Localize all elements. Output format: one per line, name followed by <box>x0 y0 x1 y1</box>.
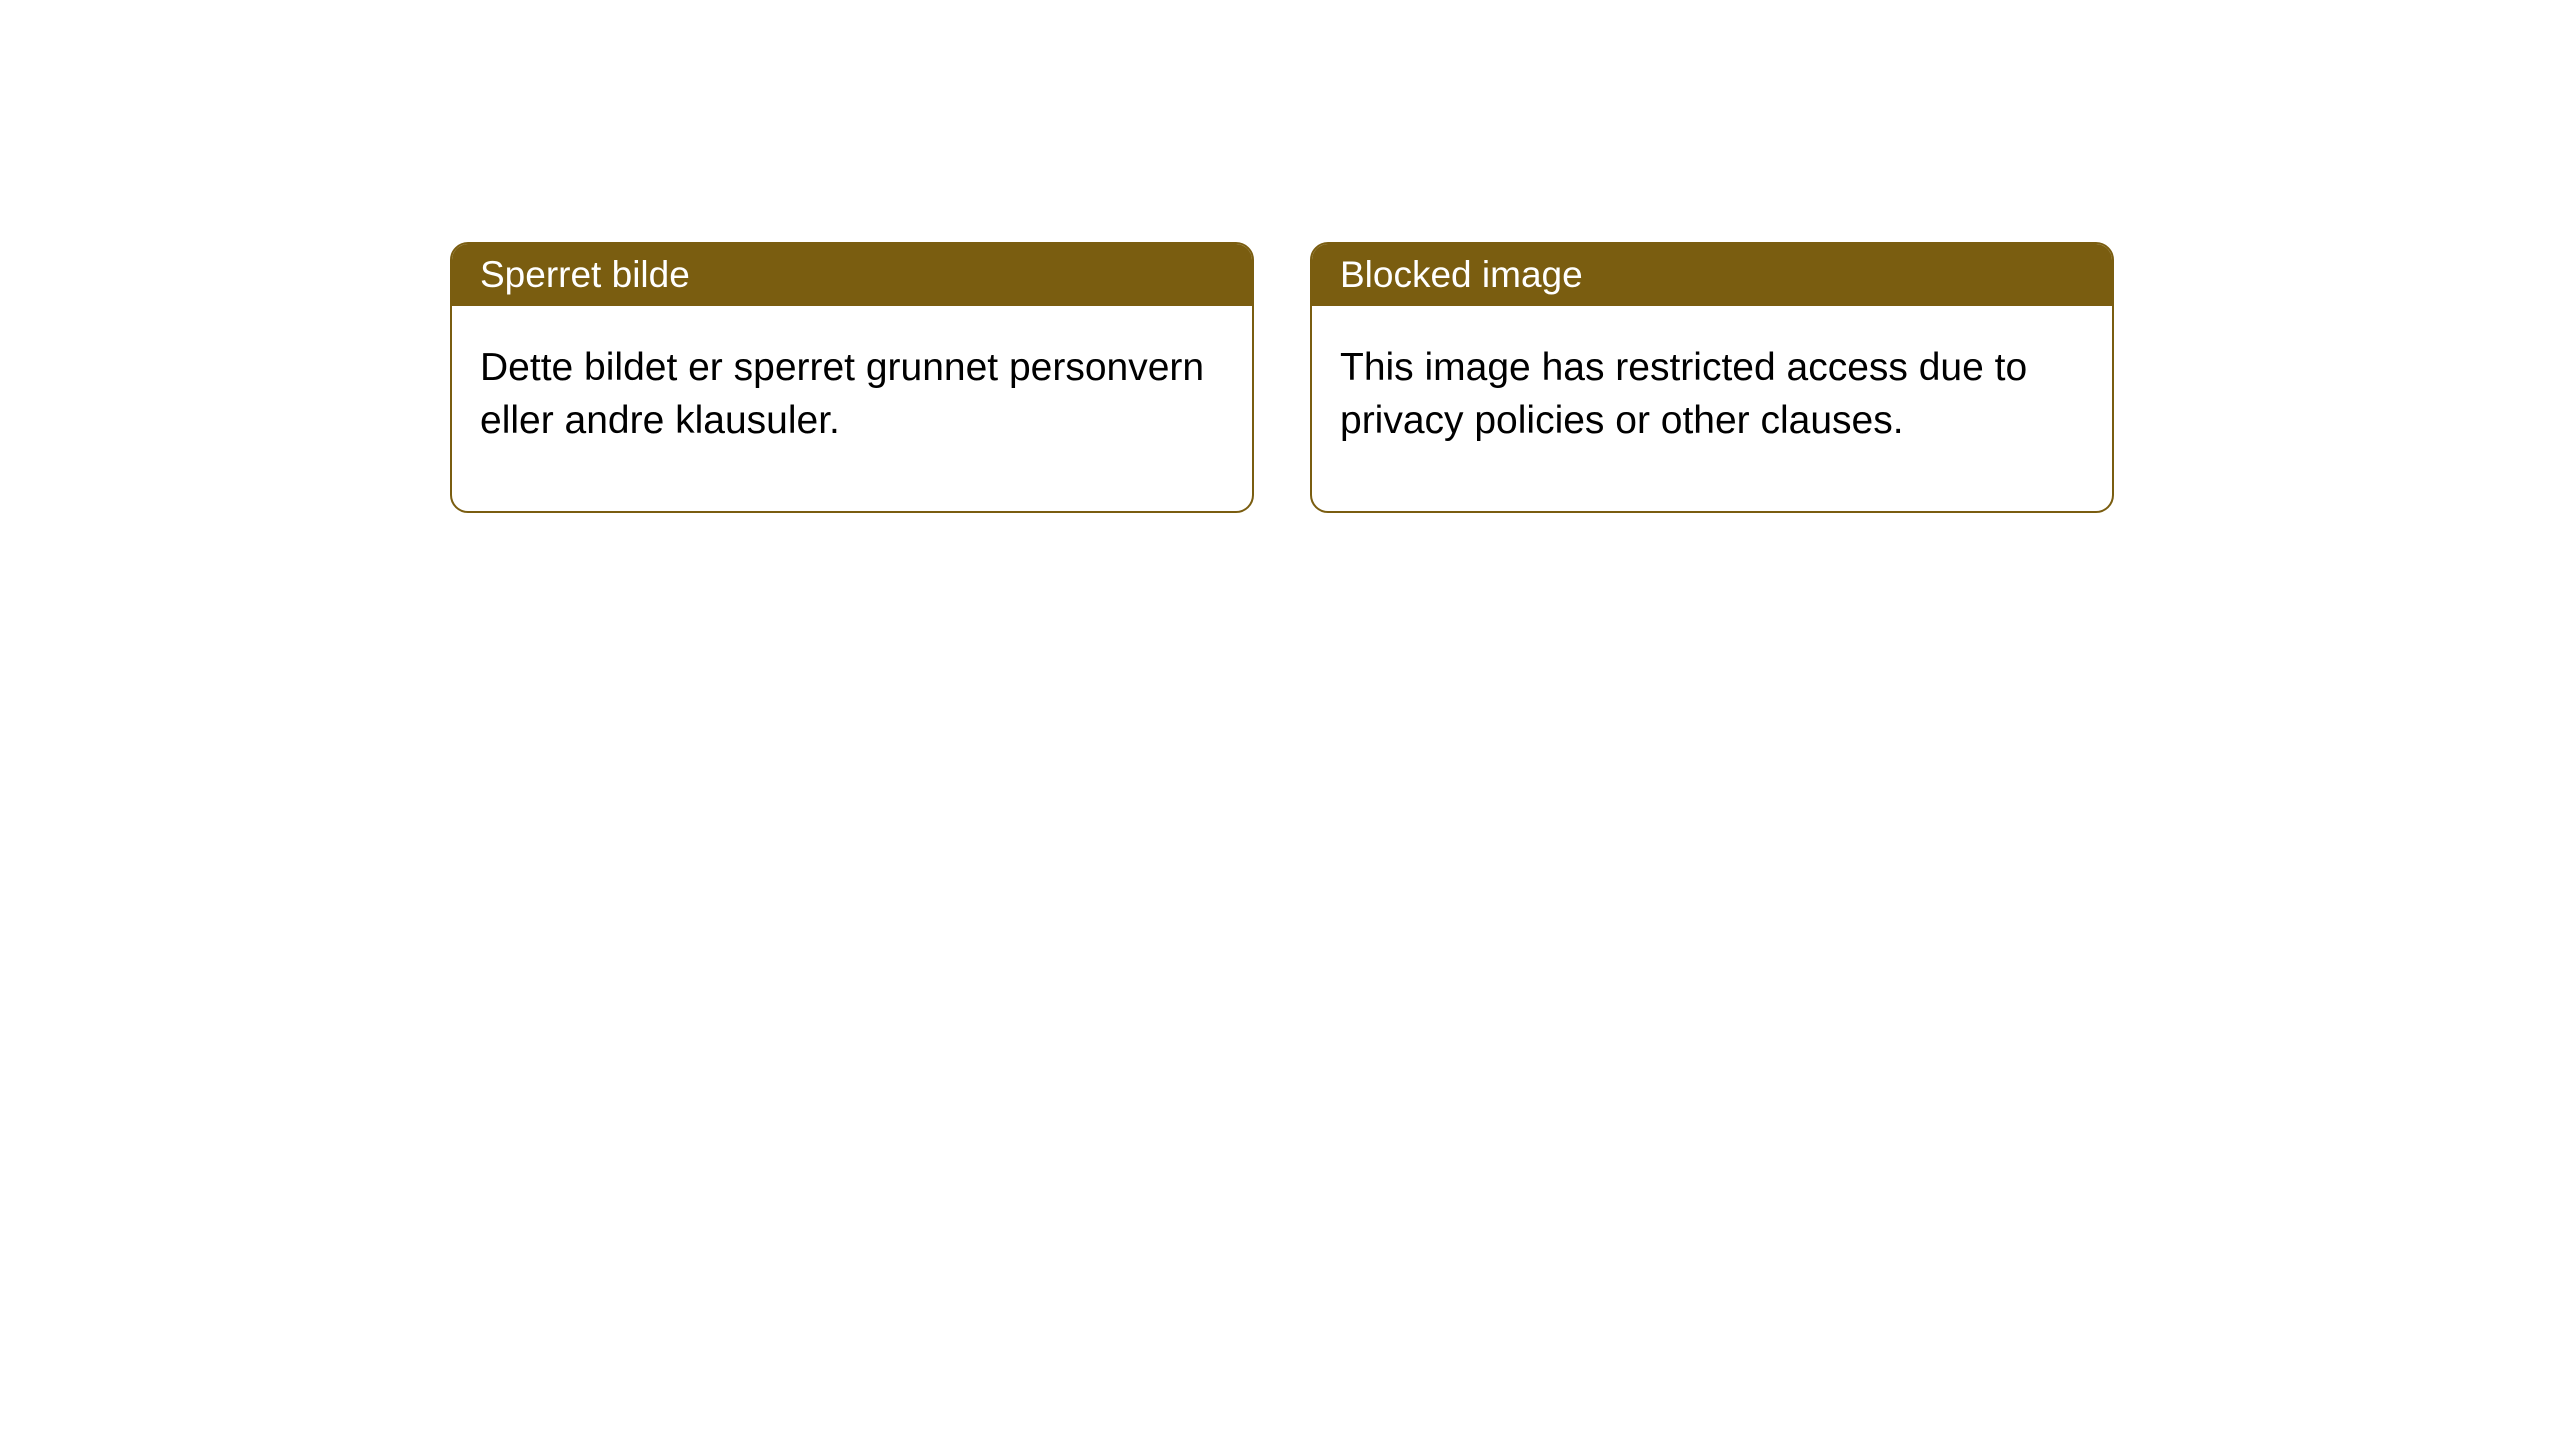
notice-body-english: This image has restricted access due to … <box>1312 306 2112 511</box>
notice-box-norwegian: Sperret bilde Dette bildet er sperret gr… <box>450 242 1254 513</box>
notice-title-english: Blocked image <box>1312 244 2112 306</box>
notice-body-norwegian: Dette bildet er sperret grunnet personve… <box>452 306 1252 511</box>
notice-title-norwegian: Sperret bilde <box>452 244 1252 306</box>
notice-container: Sperret bilde Dette bildet er sperret gr… <box>0 0 2560 513</box>
notice-box-english: Blocked image This image has restricted … <box>1310 242 2114 513</box>
